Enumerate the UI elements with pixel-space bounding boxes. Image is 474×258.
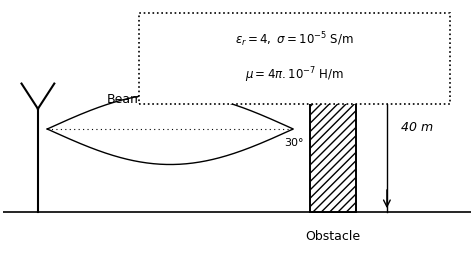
Text: 30°: 30° bbox=[284, 138, 303, 148]
Text: Obstacle: Obstacle bbox=[305, 230, 361, 243]
Bar bbox=[310, 43, 356, 212]
Bar bbox=[310, 43, 356, 212]
Polygon shape bbox=[47, 93, 293, 165]
Bar bbox=[138, 13, 450, 104]
Text: 40 m: 40 m bbox=[401, 121, 433, 134]
Text: $\varepsilon_r =4,\ \sigma =10^{-5}$ S/m: $\varepsilon_r =4,\ \sigma =10^{-5}$ S/m bbox=[235, 30, 354, 49]
Text: $\mu =4\pi .10^{-7}$ H/m: $\mu =4\pi .10^{-7}$ H/m bbox=[245, 65, 344, 85]
Text: Beam: Beam bbox=[107, 93, 143, 106]
